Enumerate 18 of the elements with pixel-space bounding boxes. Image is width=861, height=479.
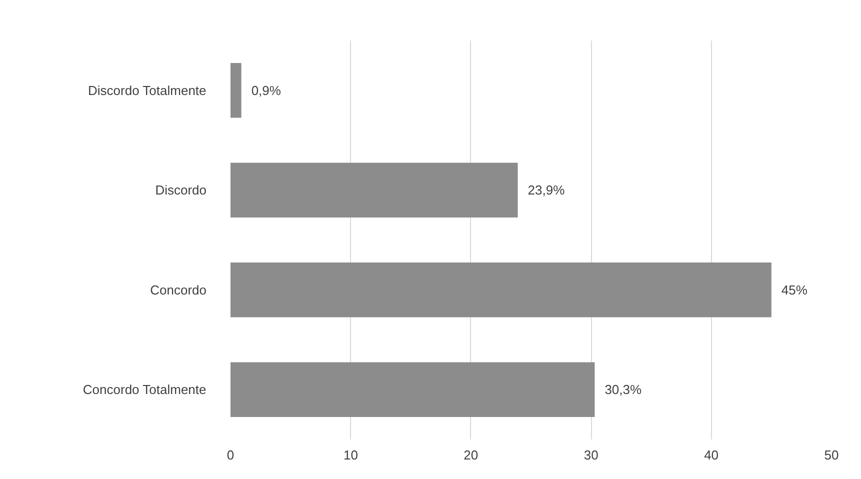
- bar: [230, 262, 772, 318]
- bar: [230, 62, 242, 118]
- bar: [230, 362, 595, 418]
- x-tick-label: 20: [464, 448, 478, 462]
- y-tick-label: Discordo Totalmente: [88, 82, 206, 98]
- data-label: 30,3%: [604, 382, 642, 398]
- x-tick-label: 10: [343, 448, 358, 462]
- data-label: 0,9%: [251, 82, 282, 98]
- x-tick-label: 40: [704, 448, 719, 462]
- data-label: 45%: [781, 282, 808, 298]
- x-tick-label: 30: [584, 448, 598, 462]
- data-label: 23,9%: [528, 182, 566, 198]
- bar: [230, 162, 518, 218]
- y-tick-label: Discordo: [155, 182, 206, 198]
- y-tick-label: Concordo: [150, 282, 207, 298]
- x-tick-label: 0: [226, 448, 234, 462]
- x-tick-label: 50: [824, 448, 839, 462]
- y-tick-label: Concordo Totalmente: [82, 382, 206, 398]
